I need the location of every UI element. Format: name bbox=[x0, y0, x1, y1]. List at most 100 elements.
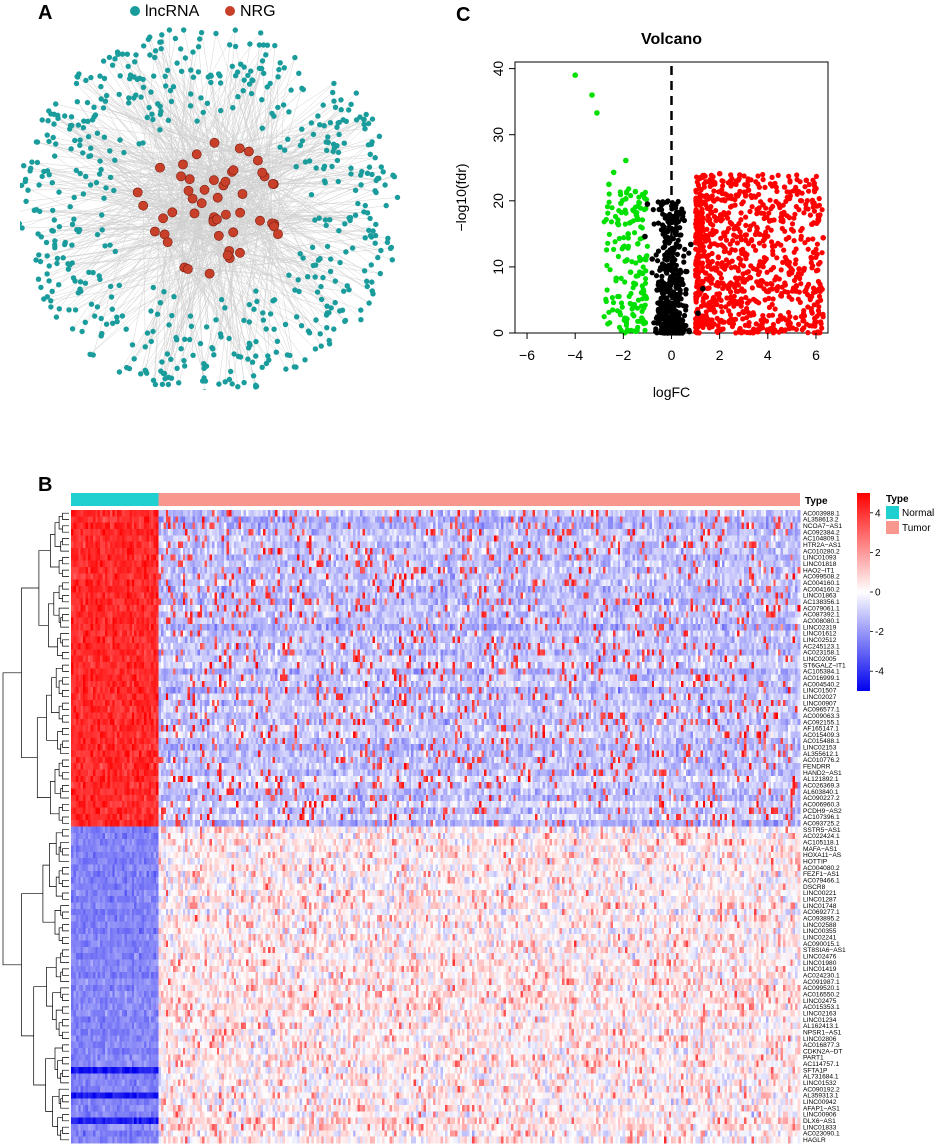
lncrna-node bbox=[110, 62, 115, 67]
heatmap-cell bbox=[423, 523, 426, 530]
heatmap-cell bbox=[504, 523, 507, 530]
heatmap-cell bbox=[627, 529, 630, 536]
heatmap-cell bbox=[227, 516, 230, 523]
heatmap-cell bbox=[312, 510, 315, 517]
heatmap-cell bbox=[666, 529, 669, 536]
heatmap-cell bbox=[487, 510, 490, 517]
heatmap-cell bbox=[394, 516, 397, 523]
lncrna-node bbox=[253, 353, 258, 358]
heatmap-cell bbox=[608, 529, 611, 536]
volcano-point bbox=[806, 237, 811, 242]
lncrna-node bbox=[38, 285, 43, 290]
heatmap-cell bbox=[572, 516, 575, 523]
volcano-point bbox=[625, 327, 630, 332]
heatmap-cell bbox=[669, 516, 672, 523]
lncrna-node bbox=[260, 58, 265, 63]
volcano-x-tick-label: 0 bbox=[668, 347, 676, 363]
volcano-point bbox=[721, 326, 726, 331]
volcano-point bbox=[767, 305, 772, 310]
heatmap-cell bbox=[134, 516, 137, 523]
heatmap-cell bbox=[494, 523, 497, 530]
heatmap-cell bbox=[528, 529, 531, 536]
lncrna-node bbox=[299, 86, 304, 91]
volcano-point bbox=[733, 275, 738, 280]
volcano-point bbox=[807, 323, 812, 328]
lncrna-node bbox=[275, 105, 280, 110]
heatmap-cell bbox=[93, 523, 96, 530]
volcano-point bbox=[755, 173, 760, 178]
lncrna-node bbox=[55, 116, 60, 121]
lncrna-node bbox=[148, 308, 153, 313]
volcano-point bbox=[812, 183, 817, 188]
volcano-point bbox=[798, 179, 803, 184]
volcano-point bbox=[810, 178, 815, 183]
lncrna-node bbox=[381, 169, 386, 174]
volcano-point bbox=[720, 183, 725, 188]
heatmap-cell bbox=[785, 523, 788, 530]
heatmap-cell bbox=[350, 510, 353, 517]
heatmap-cell bbox=[467, 510, 470, 517]
heatmap-cell bbox=[550, 516, 553, 523]
heatmap-cell bbox=[171, 523, 174, 530]
heatmap-cell bbox=[280, 529, 283, 536]
heatmap-cell bbox=[146, 516, 149, 523]
heatmap-cell bbox=[270, 516, 273, 523]
lncrna-node bbox=[227, 42, 232, 47]
heatmap-cell bbox=[127, 529, 130, 536]
heatmap-cell bbox=[559, 510, 562, 517]
volcano-point bbox=[796, 297, 801, 302]
heatmap-cell bbox=[679, 510, 682, 517]
lncrna-node bbox=[211, 352, 216, 357]
lncrna-node bbox=[62, 113, 67, 118]
lncrna-node bbox=[227, 377, 232, 382]
nrg-node bbox=[238, 189, 247, 198]
heatmap-cell bbox=[73, 523, 76, 530]
annotation-normal-bar bbox=[71, 493, 158, 506]
heatmap-cell bbox=[696, 516, 699, 523]
heatmap-cell bbox=[484, 516, 487, 523]
volcano-point bbox=[661, 245, 666, 250]
heatmap-cell bbox=[129, 529, 132, 536]
lncrna-node bbox=[153, 48, 158, 53]
lncrna-node bbox=[158, 368, 163, 373]
heatmap-cell bbox=[222, 523, 225, 530]
heatmap-cell bbox=[107, 529, 110, 536]
heatmap-cell bbox=[606, 516, 609, 523]
heatmap-cell bbox=[146, 523, 149, 530]
heatmap-cell bbox=[511, 510, 514, 517]
heatmap-cell bbox=[759, 523, 762, 530]
heatmap-cell bbox=[299, 516, 302, 523]
heatmap-cell bbox=[222, 529, 225, 536]
lncrna-node bbox=[222, 305, 227, 310]
lncrna-node bbox=[46, 139, 51, 144]
lncrna-node bbox=[353, 188, 358, 193]
volcano-point-up bbox=[770, 244, 776, 250]
heatmap-cell bbox=[564, 523, 567, 530]
heatmap-cell bbox=[346, 510, 349, 517]
heatmap-cell bbox=[212, 529, 215, 536]
lncrna-node bbox=[275, 339, 280, 344]
volcano-point bbox=[810, 236, 815, 241]
lncrna-node bbox=[34, 139, 39, 144]
heatmap-cell bbox=[768, 510, 771, 517]
heatmap-cell bbox=[73, 516, 76, 523]
volcano-point-up bbox=[813, 289, 819, 295]
heatmap-cell bbox=[681, 516, 684, 523]
heatmap-cell bbox=[387, 523, 390, 530]
heatmap-cell bbox=[652, 523, 655, 530]
heatmap-cell bbox=[747, 529, 750, 536]
heatmap-cell bbox=[83, 516, 86, 523]
heatmap-cell bbox=[372, 516, 375, 523]
volcano-point-down bbox=[606, 182, 612, 188]
heatmap-cell bbox=[365, 510, 368, 517]
heatmap-cell bbox=[613, 529, 616, 536]
lncrna-node bbox=[110, 307, 115, 312]
heatmap-cell bbox=[411, 516, 414, 523]
nrg-node bbox=[185, 175, 194, 184]
heatmap-cell bbox=[71, 535, 74, 542]
heatmap-cell bbox=[188, 523, 191, 530]
heatmap-cell bbox=[576, 510, 579, 517]
lncrna-node bbox=[97, 171, 102, 176]
lncrna-node bbox=[57, 306, 62, 311]
heatmap-cell bbox=[589, 516, 592, 523]
